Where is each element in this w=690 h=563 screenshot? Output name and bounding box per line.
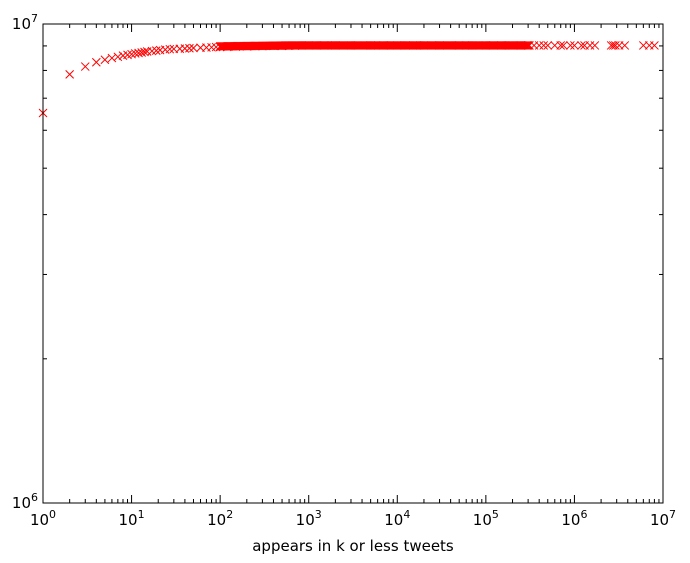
data-point [520, 41, 530, 50]
x-tick-label: 101 [119, 508, 145, 529]
x-tick-label: 107 [650, 508, 676, 529]
data-point [100, 55, 110, 65]
data-point [165, 44, 175, 54]
data-point [556, 41, 566, 50]
data-point [185, 43, 194, 53]
x-tick-label: 100 [30, 508, 56, 529]
data-point [566, 41, 575, 50]
data-point [91, 57, 101, 67]
data-point [521, 41, 531, 50]
y-tick-label: 107 [12, 12, 38, 33]
data-point [113, 52, 123, 62]
data-point [525, 41, 534, 50]
data-point [151, 46, 161, 55]
data-point [524, 41, 533, 50]
data-point [590, 41, 600, 50]
data-point [140, 47, 149, 57]
data-point [522, 41, 532, 50]
data-point [650, 41, 659, 50]
data-point [80, 62, 90, 71]
data-point [127, 49, 136, 59]
x-tick-label: 102 [207, 508, 233, 529]
data-point [137, 48, 147, 57]
x-tick-label: 104 [384, 508, 410, 529]
plot-frame [42, 23, 664, 504]
data-point [189, 43, 198, 53]
data-point [534, 41, 544, 50]
x-axis-label: appears in k or less tweets [252, 537, 454, 555]
data-point [570, 41, 579, 50]
data-point [539, 41, 549, 50]
x-tick-label: 106 [561, 508, 587, 529]
data-point [577, 41, 586, 50]
data-point [65, 70, 75, 79]
axis-ticks [42, 23, 664, 504]
data-point [543, 41, 553, 50]
y-tick-label: 106 [12, 491, 38, 512]
x-tick-label: 105 [473, 508, 499, 529]
data-point [611, 41, 620, 50]
data-point [559, 41, 568, 50]
data-point [620, 41, 630, 50]
tick-labels: 100 101 102 103 104 105 106 107 106 107 [12, 12, 676, 529]
x-tick-label: 103 [296, 508, 322, 529]
data-point [606, 41, 616, 50]
